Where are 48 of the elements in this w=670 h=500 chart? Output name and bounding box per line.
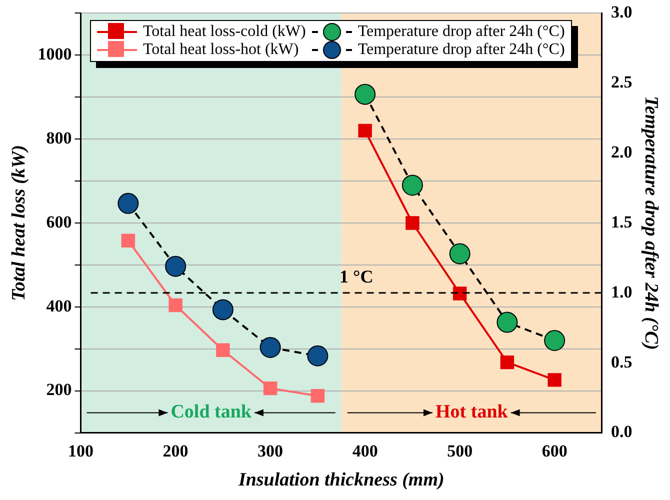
y2-tick-label: 1.0 <box>610 282 632 302</box>
legend-label: Temperature drop after 24h (°C) <box>358 41 565 59</box>
point <box>358 124 372 138</box>
y-tick-label: 1000 <box>38 44 72 64</box>
y-tick-label: 800 <box>46 128 72 148</box>
x-tick-label: 100 <box>68 441 94 460</box>
point <box>165 256 186 277</box>
y-tick-label: 200 <box>46 380 72 400</box>
point <box>406 216 420 230</box>
legend-label: Total heat loss-cold (kW) <box>143 23 306 41</box>
y2-tick-label: 2.0 <box>610 142 632 162</box>
ref-line-label: 1 °C <box>340 266 374 287</box>
y2-tick-label: 1.5 <box>610 212 632 232</box>
y2-tick-label: 0.5 <box>610 352 632 372</box>
point <box>548 373 562 387</box>
point <box>263 381 278 396</box>
y2-tick-label: 3.0 <box>610 2 632 22</box>
x-tick-label: 500 <box>447 441 473 460</box>
legend-label: Total heat loss-hot (kW) <box>143 41 299 59</box>
x-tick-label: 400 <box>352 441 378 460</box>
y2-tick-label: 2.5 <box>610 72 632 92</box>
point <box>260 336 281 358</box>
y-axis-title: Total heat loss (kW) <box>8 144 30 302</box>
point <box>354 84 376 105</box>
point <box>500 355 514 370</box>
point <box>449 243 470 264</box>
legend-label: Temperature drop after 24h (°C) <box>358 23 565 41</box>
point <box>121 234 136 248</box>
x-tick-label: 300 <box>258 441 284 460</box>
point <box>452 286 467 300</box>
point <box>216 343 230 358</box>
x-tick-label: 200 <box>162 441 188 460</box>
x-axis-title: Insulation thickness (mm) <box>237 470 444 491</box>
band-label: Hot tank <box>436 402 508 423</box>
x-tick-label: 600 <box>542 441 568 460</box>
point <box>212 299 234 320</box>
point <box>168 298 182 312</box>
point <box>544 330 566 351</box>
point <box>496 312 518 333</box>
y2-tick-label: 0.0 <box>610 422 632 442</box>
point <box>118 192 139 214</box>
y2-axis-title: Temperature drop after 24h (°C) <box>640 96 662 350</box>
point <box>307 345 328 366</box>
y-tick-label: 600 <box>46 212 72 232</box>
y-tick-label: 400 <box>46 296 72 316</box>
band-label: Cold tank <box>170 402 252 423</box>
point <box>402 174 423 196</box>
point <box>310 389 325 403</box>
